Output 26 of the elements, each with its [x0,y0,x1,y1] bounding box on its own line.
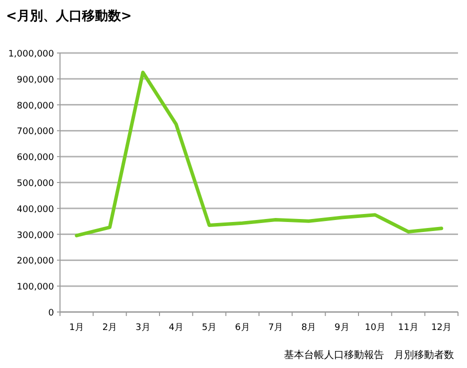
y-tick-label: 800,000 [16,101,54,112]
y-tick-label: 500,000 [16,179,54,189]
y-tick-label: 700,000 [16,127,54,138]
x-tick-label: 5月 [202,323,217,333]
y-tick-label: 600,000 [16,153,54,164]
y-tick-label: 1,000,000 [8,50,54,60]
y-tick-label: 400,000 [16,204,54,215]
x-tick-label: 2月 [102,323,118,333]
y-tick-label: 0 [48,308,54,318]
x-tick-label: 9月 [334,323,350,333]
line-series [74,70,444,238]
y-tick-label: 300,000 [16,230,54,241]
text: 基本台帳人口移動報告 月別移動者数 [284,349,454,361]
chart-title: <月別、人口移動数> [6,9,132,24]
x-tick-label: 8月 [301,323,316,333]
y-tick-label: 900,000 [16,75,54,86]
x-tick-label: 6月 [235,323,250,333]
x-tick-label: 4月 [168,323,184,333]
x-tick-label: 11月 [398,323,418,333]
x-tick-label: 3月 [136,323,150,333]
y-tick-label: 100,000 [16,282,54,293]
x-tick-label: 10月 [364,323,386,333]
x-tick-label: 12月 [431,323,452,333]
x-tick-label: 1月 [69,323,84,333]
y-tick-label: 200,000 [16,256,54,267]
x-tick-label: 7月 [268,323,283,333]
